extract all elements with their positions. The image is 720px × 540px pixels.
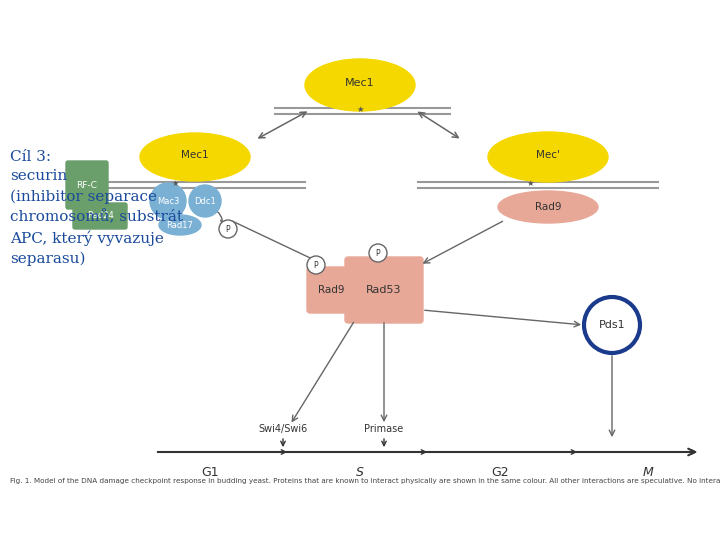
Text: Ddc1: Ddc1 <box>194 197 216 206</box>
Text: P: P <box>225 225 230 233</box>
Text: Cíl 3:
securin
(inhibitor separace
chromosomů, substrát
APC, který vyvazuje
sepa: Cíl 3: securin (inhibitor separace chrom… <box>10 150 183 266</box>
Ellipse shape <box>498 191 598 223</box>
FancyBboxPatch shape <box>73 203 127 229</box>
Circle shape <box>150 183 186 219</box>
Circle shape <box>584 297 640 353</box>
Text: Mec': Mec' <box>536 150 560 160</box>
Text: M: M <box>643 466 653 479</box>
Text: Mec1: Mec1 <box>181 150 209 160</box>
Circle shape <box>307 256 325 274</box>
Text: Rad24: Rad24 <box>86 212 113 220</box>
Text: Primase: Primase <box>364 424 404 434</box>
Text: ★: ★ <box>526 179 534 187</box>
Text: P: P <box>314 260 318 269</box>
Text: Rad9: Rad9 <box>318 285 344 295</box>
FancyBboxPatch shape <box>307 267 355 313</box>
Text: Rad9: Rad9 <box>535 202 562 212</box>
Text: S: S <box>356 466 364 479</box>
Text: Rad53: Rad53 <box>366 285 402 295</box>
Text: Mec1: Mec1 <box>345 78 375 88</box>
Ellipse shape <box>305 59 415 111</box>
Text: G1: G1 <box>201 466 219 479</box>
Ellipse shape <box>488 132 608 182</box>
Circle shape <box>189 185 221 217</box>
Text: Rad17: Rad17 <box>166 220 194 230</box>
Text: G2: G2 <box>491 466 509 479</box>
FancyBboxPatch shape <box>345 257 423 323</box>
Text: Fig. 1. Model of the DNA damage checkpoint response in budding yeast. Proteins t: Fig. 1. Model of the DNA damage checkpoi… <box>10 478 720 484</box>
Ellipse shape <box>140 133 250 181</box>
Text: Mac3: Mac3 <box>157 197 179 206</box>
Ellipse shape <box>159 215 201 235</box>
FancyBboxPatch shape <box>66 161 108 209</box>
Text: P: P <box>376 248 380 258</box>
Text: ★: ★ <box>171 179 179 187</box>
Circle shape <box>219 220 237 238</box>
Text: RF-C: RF-C <box>76 180 97 190</box>
Circle shape <box>369 244 387 262</box>
Text: Pds1: Pds1 <box>599 320 625 330</box>
Text: ★: ★ <box>356 105 364 113</box>
Text: Swi4/Swi6: Swi4/Swi6 <box>258 424 307 434</box>
